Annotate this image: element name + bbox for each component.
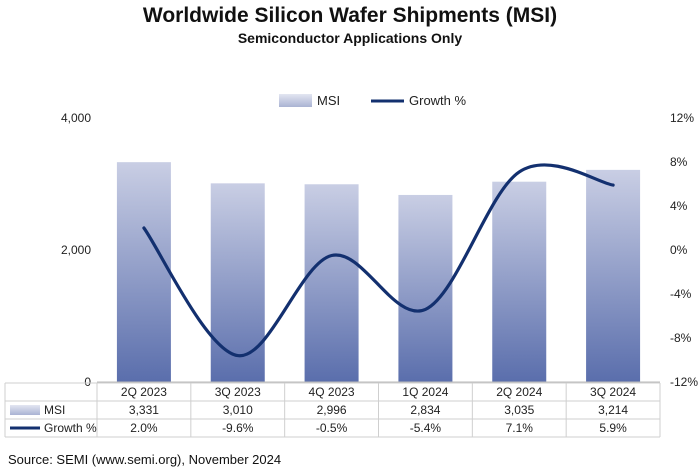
table-cell-growth: -0.5% bbox=[316, 421, 348, 435]
right-axis-tick-label: 0% bbox=[670, 243, 688, 257]
table-cell-growth: 7.1% bbox=[506, 421, 534, 435]
table-cell-msi: 3,010 bbox=[223, 403, 253, 417]
table-cell-growth: 2.0% bbox=[130, 421, 158, 435]
left-axis-tick-label: 2,000 bbox=[61, 243, 91, 257]
table-cell-growth: 5.9% bbox=[599, 421, 627, 435]
bar bbox=[586, 169, 641, 382]
table-cell-msi: 2,996 bbox=[317, 403, 347, 417]
bar bbox=[492, 181, 547, 382]
left-axis-tick-label: 4,000 bbox=[61, 111, 91, 125]
x-tick-label: 4Q 2023 bbox=[309, 385, 355, 399]
bar bbox=[116, 162, 171, 382]
right-axis-tick-label: 4% bbox=[670, 199, 688, 213]
right-axis-tick-label: 12% bbox=[670, 111, 694, 125]
bar bbox=[398, 194, 453, 382]
table-row-label-growth: Growth % bbox=[44, 421, 97, 435]
right-axis-tick-label: -12% bbox=[670, 375, 698, 389]
right-axis-tick-label: -4% bbox=[670, 287, 692, 301]
x-tick-label: 1Q 2024 bbox=[402, 385, 448, 399]
table-key-msi bbox=[10, 405, 40, 415]
table-cell-msi: 3,035 bbox=[504, 403, 534, 417]
table-cell-msi: 2,834 bbox=[410, 403, 440, 417]
right-axis-tick-label: 8% bbox=[670, 155, 688, 169]
chart-subtitle: Semiconductor Applications Only bbox=[237, 30, 463, 46]
right-axis-tick-label: -8% bbox=[670, 331, 692, 345]
x-tick-label: 3Q 2024 bbox=[590, 385, 636, 399]
bar bbox=[210, 183, 265, 382]
table-cell-growth: -5.4% bbox=[410, 421, 442, 435]
x-tick-label: 3Q 2023 bbox=[215, 385, 261, 399]
table-row-label-msi: MSI bbox=[44, 403, 65, 417]
x-tick-label: 2Q 2023 bbox=[121, 385, 167, 399]
table-cell-msi: 3,331 bbox=[129, 403, 159, 417]
table-cell-msi: 3,214 bbox=[598, 403, 628, 417]
growth-line bbox=[142, 163, 615, 358]
x-tick-label: 2Q 2024 bbox=[496, 385, 542, 399]
legend-label-msi: MSI bbox=[317, 93, 340, 108]
legend-swatch-msi bbox=[279, 94, 312, 107]
left-axis-tick-label: 0 bbox=[84, 375, 91, 389]
table-cell-growth: -9.6% bbox=[222, 421, 254, 435]
legend-label-growth: Growth % bbox=[409, 93, 467, 108]
source-note: Source: SEMI (www.semi.org), November 20… bbox=[8, 452, 282, 467]
chart-title: Worldwide Silicon Wafer Shipments (MSI) bbox=[142, 4, 558, 27]
bar bbox=[304, 184, 359, 382]
